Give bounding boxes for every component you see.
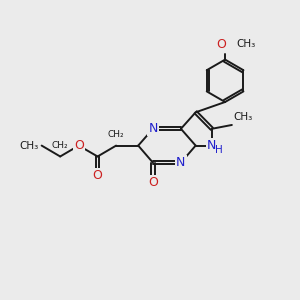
Text: CH₃: CH₃ xyxy=(233,112,253,122)
Text: CH₂: CH₂ xyxy=(52,141,68,150)
Text: N: N xyxy=(176,156,186,169)
Text: O: O xyxy=(217,38,226,51)
Text: N: N xyxy=(207,139,217,152)
Text: CH₃: CH₃ xyxy=(20,141,39,151)
Text: CH₃: CH₃ xyxy=(236,39,256,49)
Text: O: O xyxy=(148,176,158,189)
Text: O: O xyxy=(74,139,84,152)
Text: CH₂: CH₂ xyxy=(108,130,124,139)
Text: O: O xyxy=(93,169,103,182)
Text: H: H xyxy=(215,145,223,155)
Text: N: N xyxy=(148,122,158,135)
